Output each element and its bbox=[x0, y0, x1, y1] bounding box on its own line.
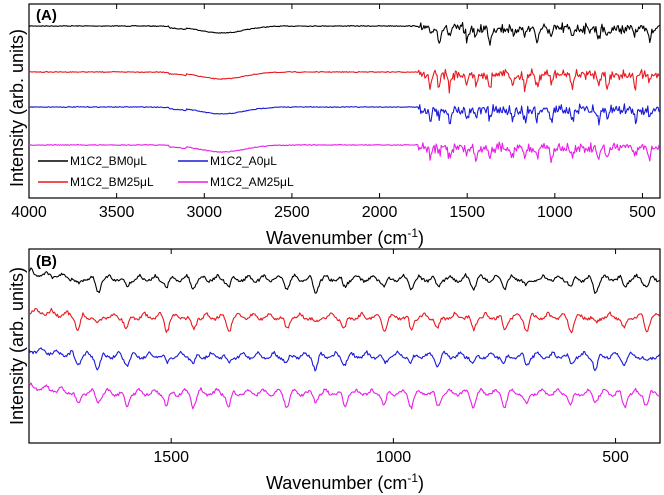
panel-b-y-axis-label: Intensity (arb. units) bbox=[7, 267, 27, 425]
x-tick-label: 3000 bbox=[186, 204, 222, 221]
panel-b-x-axis-label-main: Wavenumber (cm bbox=[266, 473, 407, 493]
series-line-a-2 bbox=[28, 68, 661, 94]
panel-a-legend: M1C2_BM0μL M1C2_A0μL M1C2_BM25μL M1C2_AM25μ… bbox=[38, 154, 294, 189]
legend-entry: M1C2_AM25μL bbox=[210, 175, 294, 189]
legend-entry: M1C2_BM25μL bbox=[70, 175, 154, 189]
x-tick-label: 1000 bbox=[376, 449, 412, 466]
panel-b-series bbox=[28, 267, 661, 410]
panel-b-x-axis-label: Wavenumber (cm-1) bbox=[266, 471, 424, 493]
panel-a-label: (A) bbox=[36, 7, 57, 24]
x-tick-label: 1500 bbox=[449, 204, 485, 221]
x-tick-label: 4000 bbox=[11, 204, 47, 221]
x-tick-label: 1000 bbox=[537, 204, 573, 221]
series-line-a-4 bbox=[28, 141, 661, 164]
panel-a-series bbox=[28, 21, 661, 164]
series-line-b-4 bbox=[28, 382, 661, 410]
panel-a-x-axis-label-main: Wavenumber (cm bbox=[266, 228, 407, 248]
x-tick-label: 500 bbox=[602, 449, 629, 466]
x-tick-label: 1500 bbox=[153, 449, 189, 466]
series-line-b-3 bbox=[28, 347, 661, 372]
panel-b-label: (B) bbox=[36, 253, 57, 270]
panel-a-y-axis-label: Intensity (arb. units) bbox=[7, 29, 27, 187]
x-tick-label: 3500 bbox=[99, 204, 135, 221]
series-line-b-2 bbox=[28, 307, 661, 334]
panel-a-x-axis-label-close: ) bbox=[418, 228, 424, 248]
series-line-a-1 bbox=[28, 21, 661, 46]
panel-a-x-axis-label-sup: -1 bbox=[407, 226, 418, 240]
panel-a-ticks: 4000 3500 3000 2500 2000 1500 1000 500 bbox=[11, 4, 656, 221]
x-tick-label: 2500 bbox=[274, 204, 310, 221]
series-line-b-1 bbox=[28, 267, 661, 294]
panel-a-frame bbox=[28, 3, 661, 199]
x-tick-label: 2000 bbox=[362, 204, 398, 221]
x-tick-label: 500 bbox=[629, 204, 656, 221]
panel-b-frame bbox=[28, 248, 661, 444]
panel-b-x-axis-label-sup: -1 bbox=[407, 471, 418, 485]
legend-entry: M1C2_A0μL bbox=[210, 154, 277, 168]
panel-b-x-axis-label-close: ) bbox=[418, 473, 424, 493]
legend-entry: M1C2_BM0μL bbox=[70, 154, 147, 168]
series-line-a-3 bbox=[28, 103, 661, 126]
panel-b-ticks: 1500 1000 500 bbox=[153, 249, 629, 466]
panel-a-x-axis-label: Wavenumber (cm-1) bbox=[266, 226, 424, 248]
